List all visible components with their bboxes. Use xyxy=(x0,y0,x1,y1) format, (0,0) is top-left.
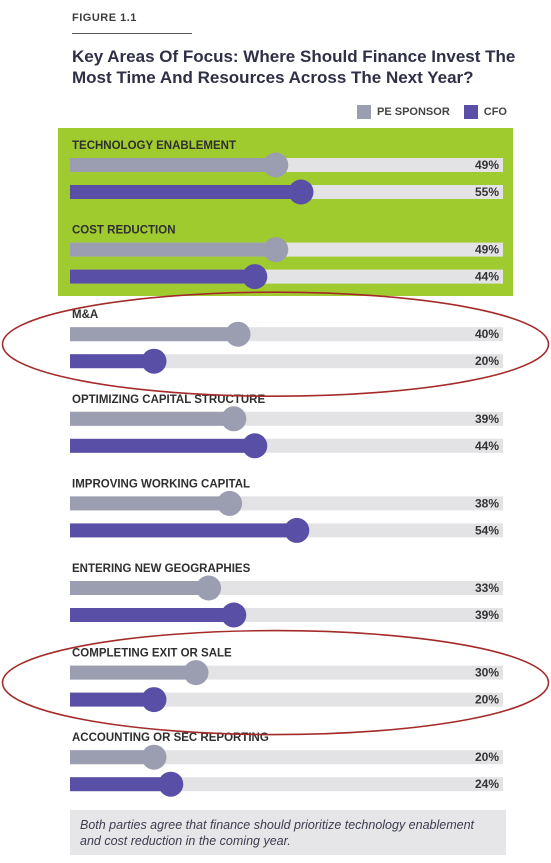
bar-cfo xyxy=(70,608,234,622)
highlight-panel xyxy=(58,128,513,296)
bar-end-marker-cfo xyxy=(141,687,167,713)
bar-end-marker-pe-sponsor xyxy=(263,237,289,263)
category-label: ENTERING NEW GEOGRAPHIES xyxy=(72,563,251,575)
category-label: TECHNOLOGY ENABLEMENT xyxy=(72,140,236,152)
bar-cfo xyxy=(70,354,154,369)
annotation-circle xyxy=(1,629,550,736)
category-label: OPTIMIZING CAPITAL STRUCTURE xyxy=(72,394,265,406)
data-label-cfo: 44% xyxy=(475,270,499,284)
data-label-pe-sponsor: 20% xyxy=(475,750,499,764)
bar-cfo xyxy=(70,438,255,453)
bar-pe-sponsor xyxy=(70,581,209,595)
bar-track xyxy=(70,354,503,369)
data-label-pe-sponsor: 30% xyxy=(475,666,499,680)
bar-end-marker-cfo xyxy=(242,433,268,459)
bar-pe-sponsor xyxy=(70,750,154,765)
bar-pe-sponsor xyxy=(70,158,276,172)
chart-note: Both parties agree that finance should p… xyxy=(70,810,506,855)
data-label-pe-sponsor: 49% xyxy=(475,158,499,172)
bar-end-marker-cfo xyxy=(242,264,268,290)
data-label-pe-sponsor: 38% xyxy=(475,496,499,510)
bar-track xyxy=(70,750,503,765)
category-label: ACCOUNTING OR SEC REPORTING xyxy=(72,732,269,744)
bar-end-marker-pe-sponsor xyxy=(183,660,209,686)
bar-end-marker-cfo xyxy=(284,517,310,543)
legend-swatch-cfo xyxy=(463,105,478,119)
data-label-cfo: 44% xyxy=(475,439,499,453)
bar-pe-sponsor xyxy=(70,665,196,680)
chart-title: Key Areas Of Focus: Where Should Finance… xyxy=(72,47,516,87)
legend-label-pe-sponsor: PE SPONSOR xyxy=(377,106,450,118)
bar-end-marker-pe-sponsor xyxy=(221,406,247,432)
category-label: COMPLETING EXIT OR SALE xyxy=(72,648,232,660)
bar-end-marker-cfo xyxy=(221,602,247,628)
bar-end-marker-pe-sponsor xyxy=(263,152,289,178)
bar-cfo xyxy=(70,269,255,284)
data-label-cfo: 54% xyxy=(475,523,499,537)
bar-end-marker-pe-sponsor xyxy=(141,744,167,770)
legend-label-cfo: CFO xyxy=(483,106,507,118)
chart-legend: PE SPONSOR CFO xyxy=(343,105,507,119)
legend-swatch-pe-sponsor xyxy=(357,105,372,119)
bar-end-marker-pe-sponsor xyxy=(225,321,251,347)
category-label: M&A xyxy=(72,309,98,321)
category-label: COST REDUCTION xyxy=(72,225,176,237)
annotation-circle xyxy=(1,291,550,398)
bar-end-marker-cfo xyxy=(288,179,314,205)
data-label-pe-sponsor: 49% xyxy=(475,243,499,257)
bar-pe-sponsor xyxy=(70,411,234,426)
data-label-pe-sponsor: 39% xyxy=(475,412,499,426)
bar-end-marker-cfo xyxy=(141,348,167,374)
bar-pe-sponsor xyxy=(70,242,276,257)
bar-pe-sponsor xyxy=(70,327,238,342)
figure-label: FIGURE 1.1 xyxy=(72,12,137,24)
data-label-pe-sponsor: 40% xyxy=(475,327,499,341)
figure-label-rule xyxy=(72,33,192,34)
data-label-cfo: 55% xyxy=(475,185,499,199)
data-label-cfo: 24% xyxy=(475,777,499,791)
bar-track xyxy=(70,692,503,707)
data-label-pe-sponsor: 33% xyxy=(475,581,499,595)
bar-cfo xyxy=(70,185,301,199)
bar-end-marker-pe-sponsor xyxy=(196,575,222,601)
bar-cfo xyxy=(70,692,154,707)
category-label: IMPROVING WORKING CAPITAL xyxy=(72,478,250,490)
data-label-cfo: 39% xyxy=(475,608,499,622)
bar-cfo xyxy=(70,777,171,792)
data-label-cfo: 20% xyxy=(475,693,499,707)
legend-item-cfo: CFO xyxy=(463,105,507,119)
bar-cfo xyxy=(70,523,297,538)
bar-pe-sponsor xyxy=(70,496,230,511)
bar-end-marker-pe-sponsor xyxy=(217,490,243,516)
bar-end-marker-cfo xyxy=(158,771,184,797)
data-label-cfo: 20% xyxy=(475,354,499,368)
legend-item-pe-sponsor: PE SPONSOR xyxy=(357,105,450,119)
